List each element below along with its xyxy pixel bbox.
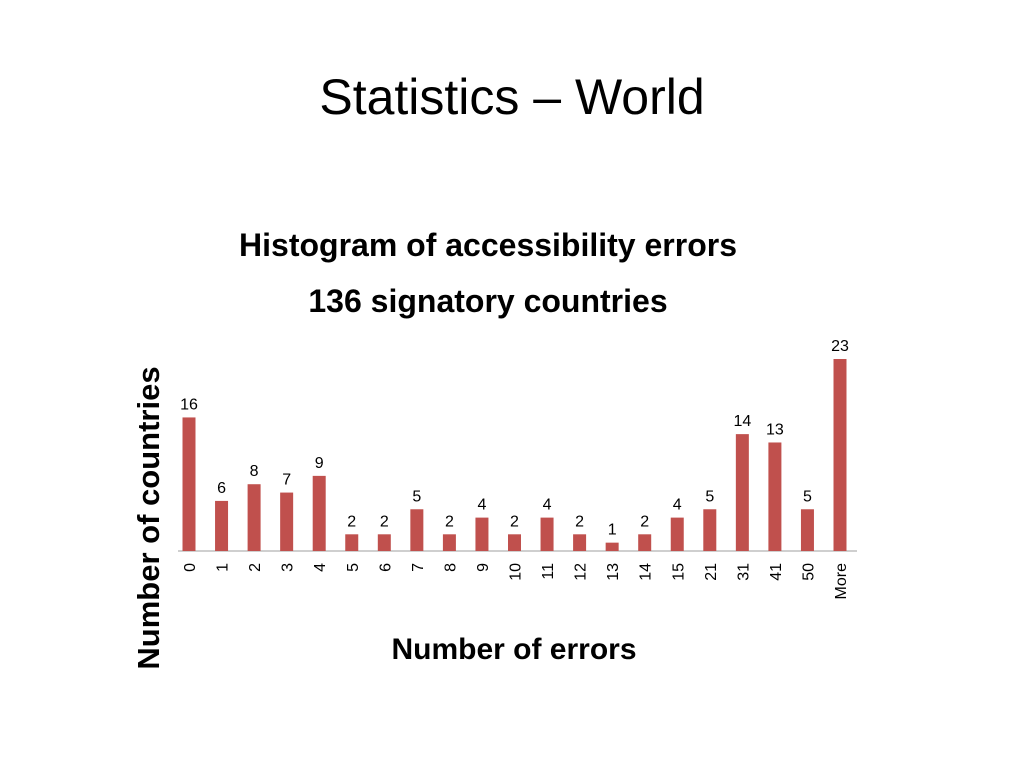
chart-title: Histogram of accessibility errors <box>239 227 737 263</box>
x-tick-label: 2 <box>247 563 264 572</box>
chart-subtitle: 136 signatory countries <box>308 283 667 319</box>
data-label: 4 <box>477 497 486 514</box>
x-tick-label: 8 <box>442 563 459 572</box>
data-label: 7 <box>282 472 291 489</box>
x-tick-label: 31 <box>735 563 752 581</box>
bar <box>573 534 587 551</box>
x-tick-label: 14 <box>638 563 655 581</box>
x-tick-label: 7 <box>410 563 427 572</box>
bar <box>215 500 229 551</box>
x-tick-label: 12 <box>573 563 590 581</box>
bar <box>410 509 424 551</box>
x-tick-label: 13 <box>605 563 622 581</box>
bar <box>703 509 717 551</box>
x-axis-label: Number of errors <box>391 633 636 666</box>
x-tick-label: 10 <box>508 563 525 581</box>
data-label: 4 <box>543 497 552 514</box>
x-tick-label: 4 <box>312 563 329 572</box>
bar <box>638 534 652 551</box>
bar <box>312 475 326 551</box>
bar <box>182 417 196 551</box>
bar <box>442 534 456 551</box>
data-label: 1 <box>608 522 617 539</box>
data-label: 9 <box>315 455 324 472</box>
x-tick-label: 0 <box>182 563 199 572</box>
bar <box>508 534 521 551</box>
x-tick-label: 11 <box>540 563 557 580</box>
bar <box>670 517 684 551</box>
data-label: 2 <box>445 513 454 530</box>
bar <box>833 359 847 551</box>
data-label: 8 <box>250 463 259 480</box>
data-label: 6 <box>217 480 226 497</box>
x-tick-label: 50 <box>800 563 817 581</box>
bar <box>475 517 489 551</box>
data-label: 13 <box>766 421 784 438</box>
x-tick-label: 9 <box>475 563 492 572</box>
x-tick-label: 41 <box>768 563 785 581</box>
y-axis-label: Number of countries <box>131 366 166 669</box>
bar <box>768 442 782 551</box>
bar <box>377 534 391 551</box>
x-tick-label: 15 <box>670 563 687 581</box>
x-tick-label: 5 <box>345 563 362 572</box>
data-label: 2 <box>510 513 519 530</box>
bar <box>800 509 814 551</box>
x-tick-label: More <box>833 563 850 600</box>
bar <box>280 492 294 551</box>
data-label: 2 <box>575 513 584 530</box>
bar <box>247 484 261 551</box>
x-tick-label: 6 <box>377 563 394 572</box>
data-label: 23 <box>831 338 849 355</box>
data-label: 4 <box>673 497 682 514</box>
bar <box>540 517 554 551</box>
x-tick-label: 1 <box>215 563 232 572</box>
data-label: 5 <box>412 488 421 505</box>
data-label: 5 <box>803 488 812 505</box>
data-label: 5 <box>705 488 714 505</box>
slide-title: Statistics – World <box>319 69 704 125</box>
data-label: 2 <box>640 513 649 530</box>
data-label: 2 <box>380 513 389 530</box>
data-label: 16 <box>180 396 198 413</box>
x-tick-label: 21 <box>703 563 720 581</box>
data-label: 14 <box>733 413 751 430</box>
bar <box>345 534 359 551</box>
bar <box>735 434 749 551</box>
bar <box>605 542 619 551</box>
data-label: 2 <box>347 513 356 530</box>
x-tick-label: 3 <box>280 563 297 572</box>
